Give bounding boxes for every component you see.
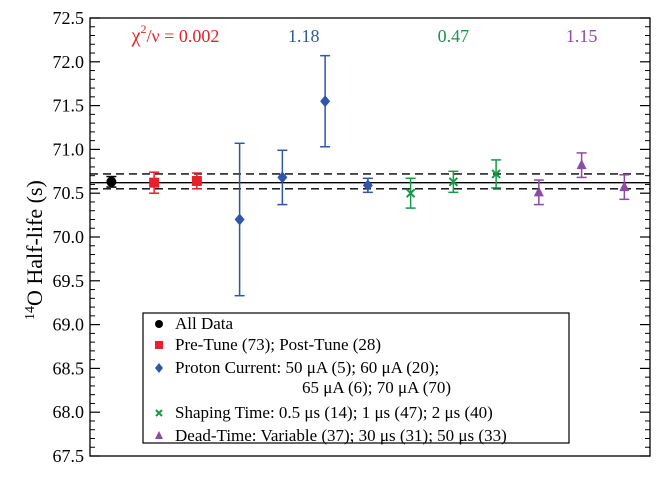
chi-square-annotation: 1.15 bbox=[566, 26, 598, 46]
diamond-marker bbox=[234, 213, 245, 226]
y-tick-label: 69.5 bbox=[53, 271, 85, 291]
y-tick-label: 70.5 bbox=[53, 183, 85, 203]
data-point bbox=[191, 172, 202, 190]
y-tick-label: 71.5 bbox=[53, 96, 85, 116]
legend-label: Pre-Tune (73); Post-Tune (28) bbox=[175, 335, 381, 354]
legend-box bbox=[142, 312, 570, 444]
legend-label: All Data bbox=[175, 314, 234, 333]
y-tick-label: 69.0 bbox=[53, 315, 85, 335]
data-point bbox=[149, 171, 160, 194]
y-tick-label: 67.5 bbox=[53, 446, 85, 466]
triangle-marker bbox=[155, 431, 163, 439]
triangle-marker bbox=[576, 159, 587, 170]
triangle-marker bbox=[533, 186, 544, 197]
circle-marker bbox=[106, 176, 117, 187]
data-point bbox=[320, 54, 331, 148]
data-point bbox=[619, 174, 630, 201]
y-axis-label: 14O Half-life (s) bbox=[22, 180, 47, 320]
diamond-marker bbox=[320, 95, 331, 108]
y-tick-label: 68.5 bbox=[53, 358, 85, 378]
x-marker bbox=[155, 409, 163, 417]
data-points bbox=[106, 54, 630, 297]
data-point bbox=[362, 177, 373, 194]
y-axis-label-main: O Half-life (s) bbox=[22, 180, 47, 306]
chi-value: /ν = 0.002 bbox=[147, 26, 220, 46]
diamond-marker bbox=[155, 363, 163, 373]
square-marker bbox=[149, 177, 160, 188]
y-tick-label: 71.0 bbox=[53, 139, 85, 159]
y-tick-label: 72.5 bbox=[53, 8, 85, 28]
data-point bbox=[491, 159, 502, 189]
y-tick-label: 72.0 bbox=[53, 52, 85, 72]
triangle-marker bbox=[619, 181, 630, 192]
legend-label-line2: 65 μA (6); 70 μA (70) bbox=[302, 378, 451, 397]
x-marker-stroke bbox=[405, 188, 416, 198]
diamond-marker bbox=[362, 179, 373, 192]
legend-label: Proton Current: 50 μA (5); 60 μA (20); bbox=[175, 358, 439, 377]
chi-square-annotation: χ2/ν = 0.002 bbox=[131, 22, 220, 47]
x-marker bbox=[448, 177, 459, 187]
x-marker bbox=[405, 188, 416, 198]
chi-square-annotation: 0.47 bbox=[438, 26, 470, 46]
data-point bbox=[106, 175, 117, 188]
x-marker-stroke bbox=[155, 409, 163, 417]
data-point bbox=[277, 149, 288, 206]
legend-label: Shaping Time: 0.5 μs (14); 1 μs (47); 2 … bbox=[175, 403, 493, 422]
data-point bbox=[576, 152, 587, 179]
data-point bbox=[448, 170, 459, 194]
x-marker-stroke bbox=[491, 169, 501, 179]
legend: All Data Pre-Tune (73); Post-Tune (28) Pro… bbox=[142, 312, 570, 445]
y-axis-label-superscript: 14 bbox=[23, 306, 38, 320]
legend-label: Dead-Time: Variable (37); 30 μs (31); 50… bbox=[175, 426, 507, 445]
chi-square-annotation: 1.18 bbox=[288, 26, 320, 46]
square-marker bbox=[191, 175, 202, 186]
x-marker-stroke bbox=[448, 177, 459, 187]
chi-symbol: χ bbox=[131, 25, 141, 47]
chi-superscript: 2 bbox=[141, 22, 147, 36]
data-point bbox=[533, 179, 544, 206]
circle-marker bbox=[155, 320, 163, 328]
y-tick-label: 70.0 bbox=[53, 227, 85, 247]
data-point bbox=[234, 142, 245, 297]
diamond-marker bbox=[277, 171, 288, 184]
axes: 67.5 68.0 68.5 69.0 69.5 70.0 70.5 71.0 71.5 72.0… bbox=[53, 8, 651, 466]
data-point bbox=[405, 177, 416, 209]
x-marker bbox=[491, 169, 501, 179]
chi-square-annotations: χ2/ν = 0.002 1.18 0.47 1.15 bbox=[131, 22, 598, 47]
y-tick-label: 68.0 bbox=[53, 402, 85, 422]
square-marker bbox=[155, 341, 163, 349]
